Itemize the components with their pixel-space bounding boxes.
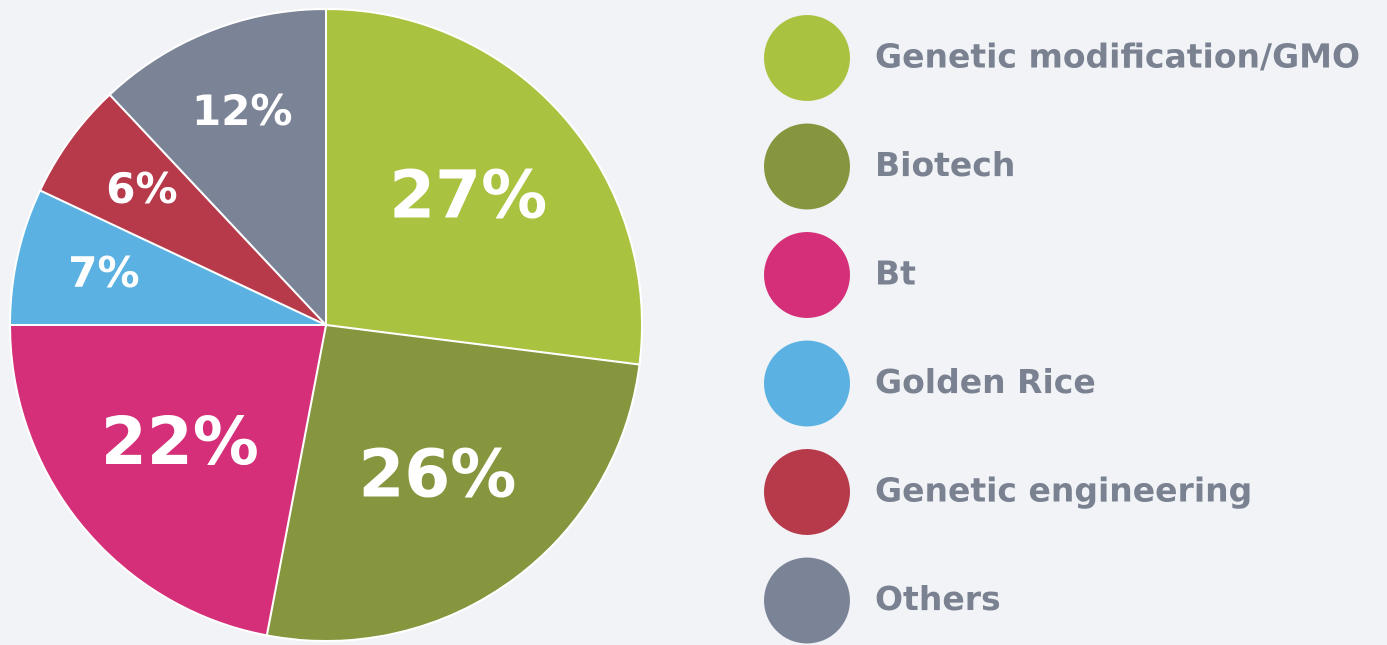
legend-label: Golden Rice: [875, 362, 1096, 401]
pie-slice: [8, 324, 328, 637]
legend-swatch: [764, 340, 850, 427]
pie-slice: [38, 93, 327, 326]
slice-label: 12%: [192, 86, 293, 135]
legend-swatch: [764, 15, 850, 101]
legend-label: Others: [875, 579, 1001, 618]
pie-slice: [265, 323, 641, 642]
legend-swatch: [764, 232, 850, 318]
slice-label: 6%: [106, 164, 177, 213]
legend-label: Biotech: [875, 145, 1015, 184]
legend-label: Genetic modification/GMO: [875, 37, 1360, 76]
legend-label: Bt: [875, 254, 916, 293]
slice-label: 7%: [68, 248, 139, 297]
legend-swatch: [764, 557, 850, 644]
pie-slice: [8, 189, 327, 326]
pie-slice: [325, 7, 643, 366]
legend-swatch: [764, 123, 850, 210]
pie-slice: [108, 7, 327, 328]
slice-label: 26%: [358, 435, 516, 512]
slice-label: 22%: [101, 403, 259, 480]
slice-label: 27%: [389, 157, 547, 234]
legend-swatch: [764, 449, 850, 535]
legend-label: Genetic engineering: [875, 471, 1252, 510]
